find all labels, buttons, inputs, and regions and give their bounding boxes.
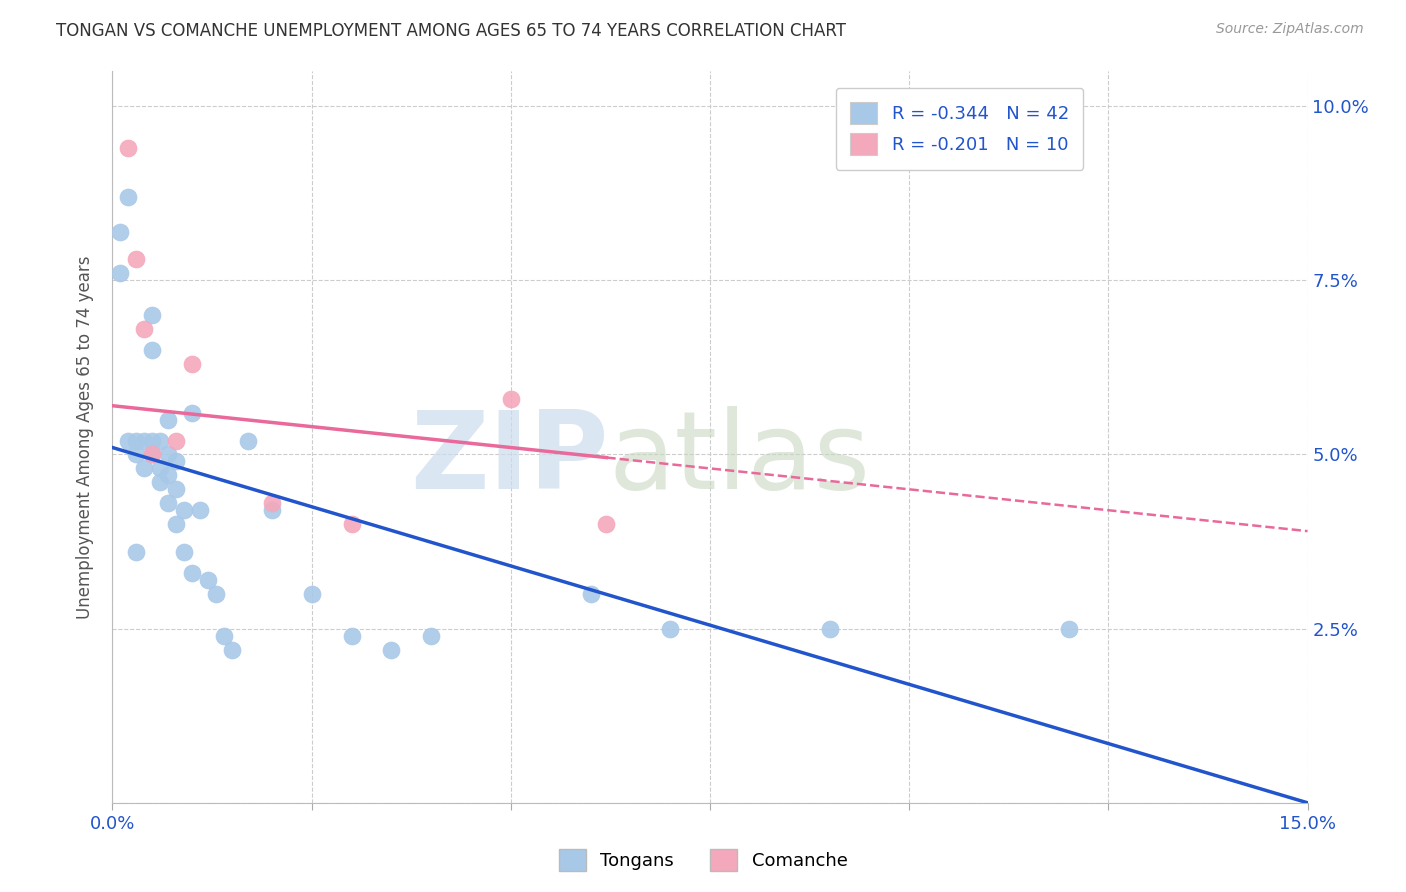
Point [134, 322, 156, 336]
Point [236, 434, 259, 448]
Text: ZIP: ZIP [411, 406, 609, 512]
Point [117, 190, 139, 204]
Point [181, 566, 204, 580]
Point [165, 454, 187, 468]
Point [141, 434, 163, 448]
Point [260, 496, 283, 510]
Point [659, 622, 682, 636]
Point [117, 141, 139, 155]
Text: atlas: atlas [609, 406, 870, 512]
Point [173, 503, 195, 517]
Point [221, 642, 243, 657]
Point [125, 545, 148, 559]
Point [165, 483, 187, 497]
Point [149, 475, 172, 490]
Point [157, 468, 180, 483]
Point [110, 225, 132, 239]
Point [149, 434, 172, 448]
Legend: R = -0.344   N = 42, R = -0.201   N = 10: R = -0.344 N = 42, R = -0.201 N = 10 [835, 87, 1084, 169]
Point [117, 434, 139, 448]
Point [340, 629, 363, 643]
Point [301, 587, 323, 601]
Point [125, 448, 148, 462]
Point [197, 573, 219, 587]
Point [125, 252, 148, 267]
Point [579, 587, 602, 601]
Point [157, 448, 180, 462]
Point [818, 622, 841, 636]
Point [165, 517, 187, 532]
Point [134, 434, 156, 448]
Point [157, 412, 180, 426]
Point [188, 503, 211, 517]
Point [181, 357, 204, 371]
Point [141, 448, 163, 462]
Point [595, 517, 617, 532]
Y-axis label: Unemployment Among Ages 65 to 74 years: Unemployment Among Ages 65 to 74 years [76, 255, 94, 619]
Point [205, 587, 228, 601]
Point [173, 545, 195, 559]
Point [149, 461, 172, 475]
Point [181, 406, 204, 420]
Point [420, 629, 443, 643]
Point [141, 343, 163, 357]
Point [1057, 622, 1080, 636]
Point [141, 448, 163, 462]
Point [260, 503, 283, 517]
Point [134, 461, 156, 475]
Point [165, 434, 187, 448]
Legend: Tongans, Comanche: Tongans, Comanche [551, 842, 855, 879]
Text: Source: ZipAtlas.com: Source: ZipAtlas.com [1216, 22, 1364, 37]
Point [157, 496, 180, 510]
Point [340, 517, 363, 532]
Point [212, 629, 235, 643]
Point [499, 392, 522, 406]
Point [141, 308, 163, 322]
Point [380, 642, 402, 657]
Text: TONGAN VS COMANCHE UNEMPLOYMENT AMONG AGES 65 TO 74 YEARS CORRELATION CHART: TONGAN VS COMANCHE UNEMPLOYMENT AMONG AG… [56, 22, 846, 40]
Point [125, 434, 148, 448]
Point [110, 266, 132, 280]
